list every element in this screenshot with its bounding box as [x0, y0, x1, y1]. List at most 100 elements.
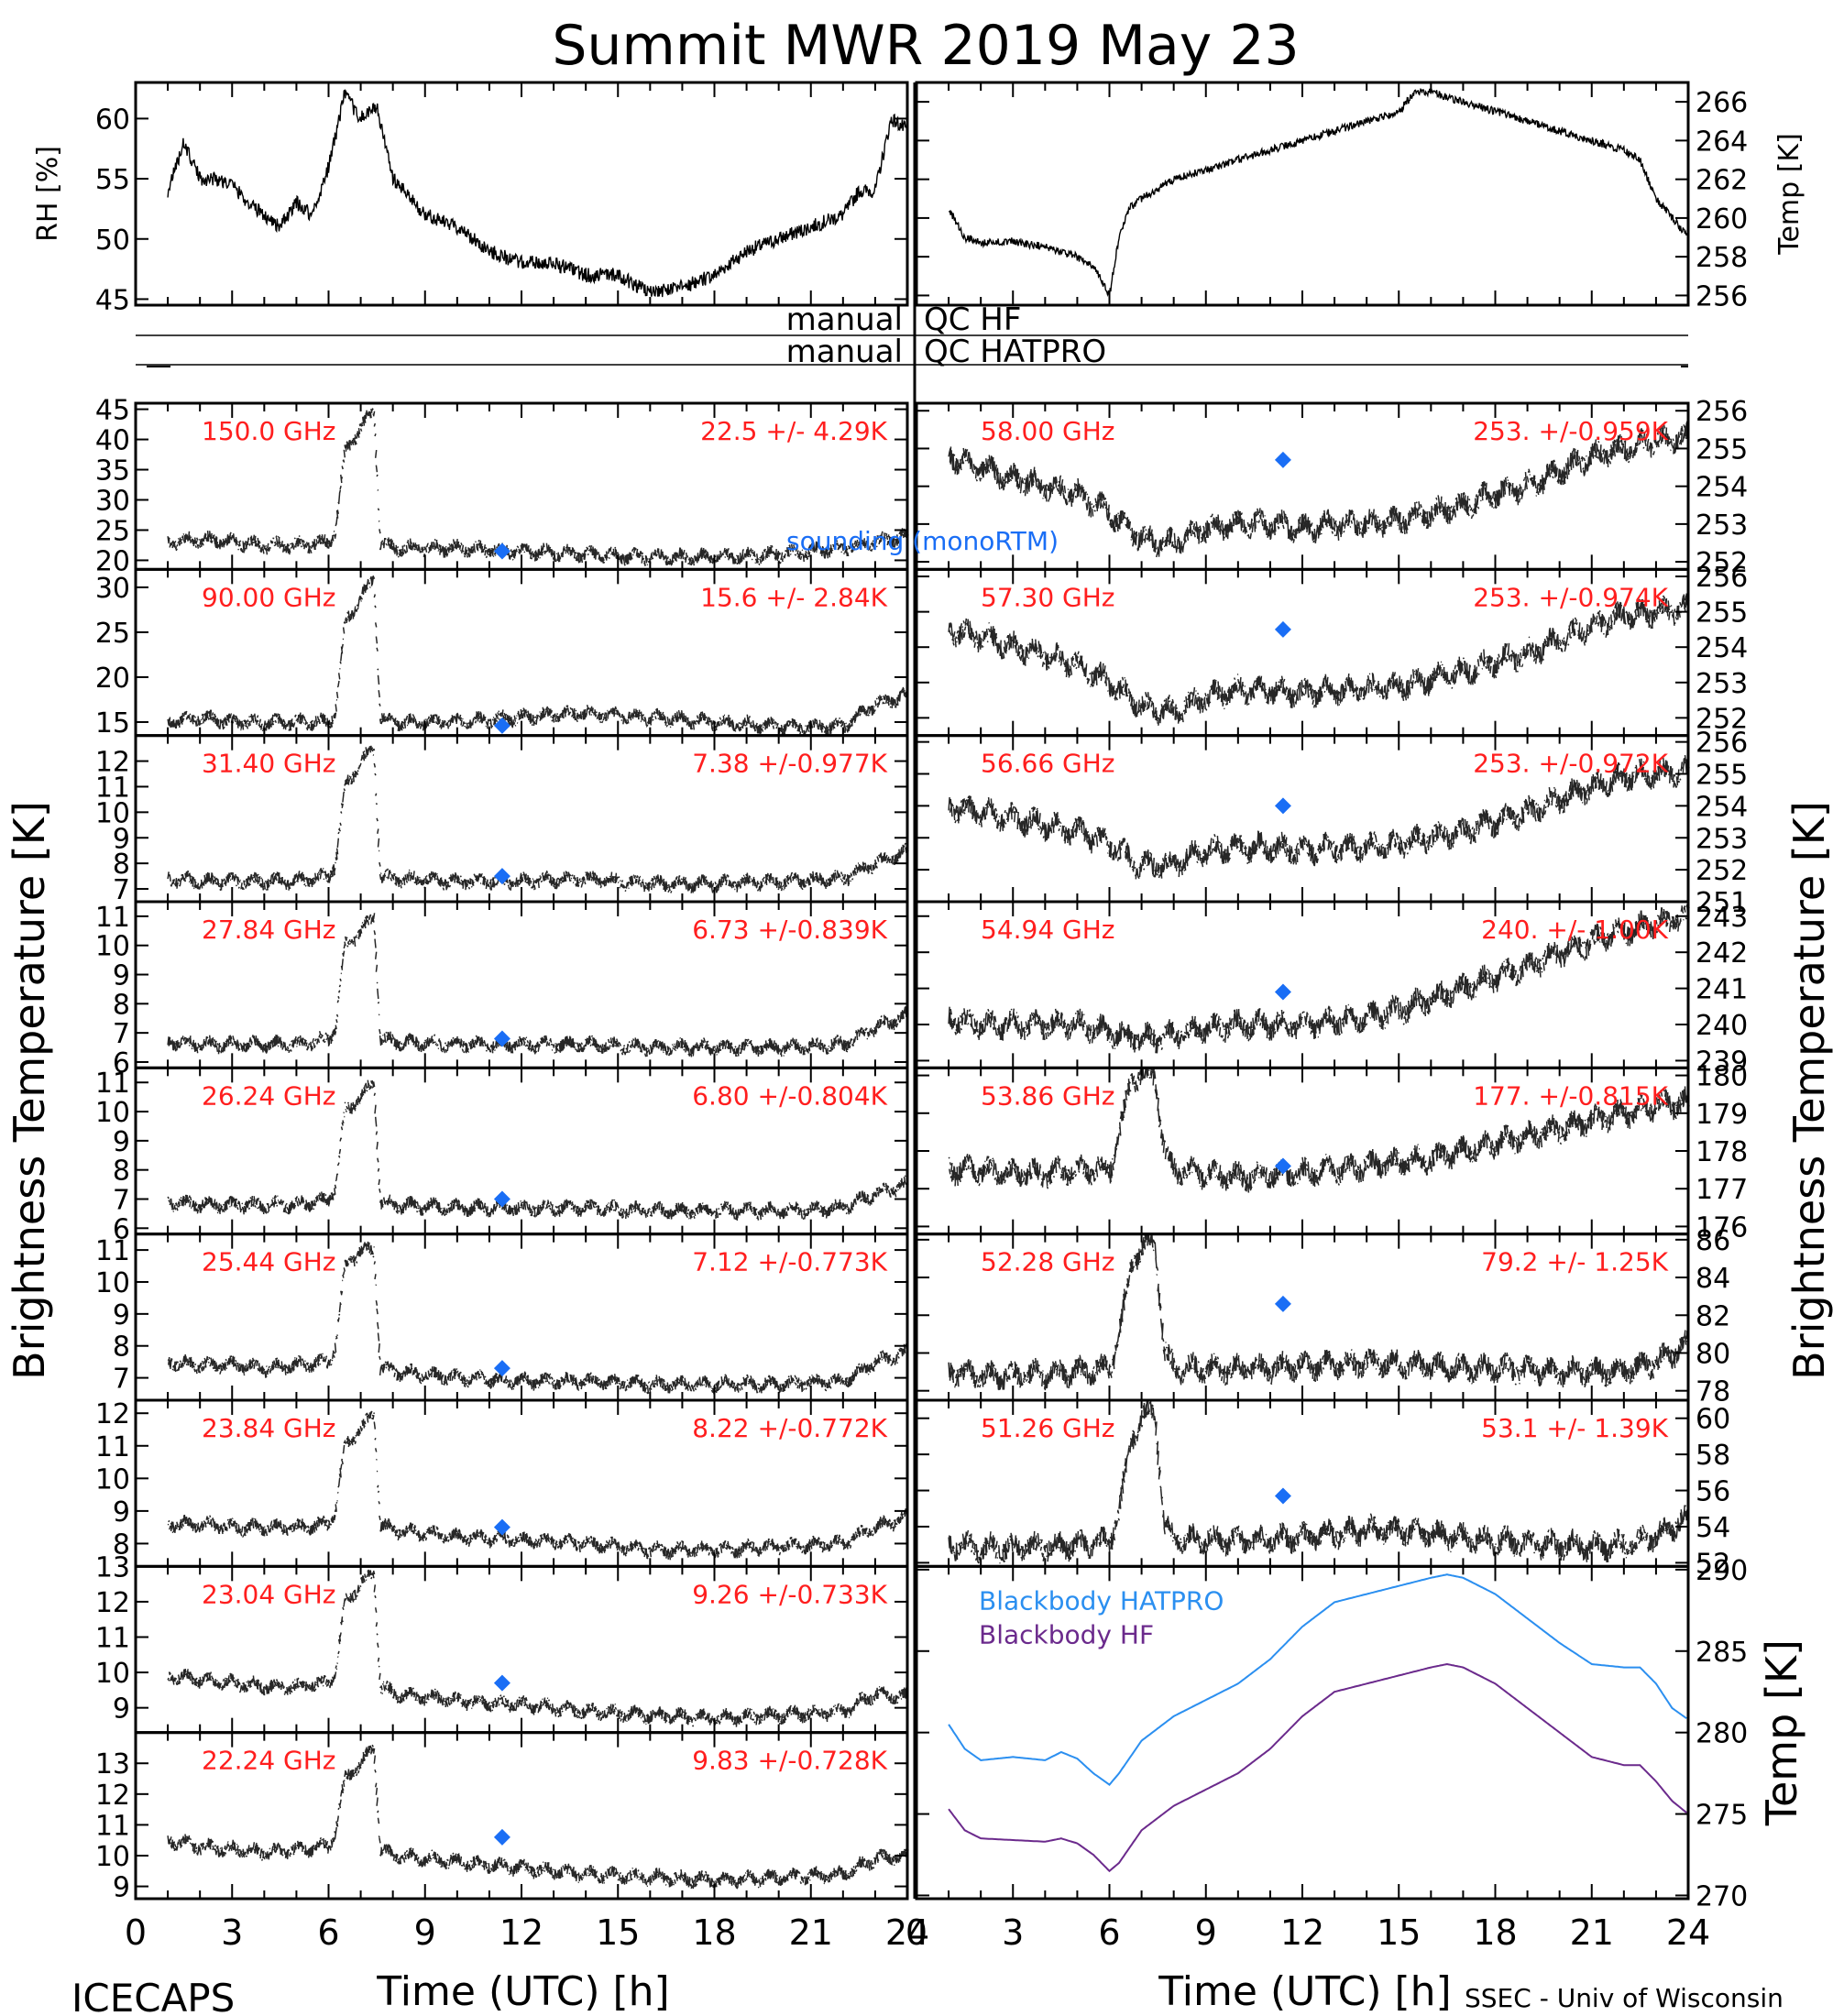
y-tick-label: 255 — [1696, 760, 1748, 792]
frequency-label: 25.44 GHz — [202, 1247, 336, 1277]
y-tick-label: 262 — [1696, 165, 1748, 197]
channel-data — [167, 408, 909, 566]
channel-panel: 252 253 254 255 256 58.00 GHz 253. +/-0.959K — [916, 396, 1748, 579]
y-tick-label: 8 — [113, 989, 130, 1021]
y-tick-label: 10 — [95, 1267, 130, 1299]
qc-label: manual — [786, 334, 903, 370]
temp-line — [949, 87, 1689, 299]
right-xlabel: Time (UTC) [h] — [1158, 1968, 1451, 2015]
channel-frame — [134, 1731, 909, 1901]
y-tick-label: 9 — [113, 1693, 130, 1726]
sounding-marker — [493, 1828, 510, 1846]
y-tick-label: 13 — [95, 1551, 130, 1583]
y-tick-label: 254 — [1696, 791, 1748, 823]
y-tick-label: 52 — [1696, 1548, 1730, 1580]
y-tick-label: 84 — [1696, 1263, 1730, 1295]
y-tick-label: 285 — [1696, 1637, 1748, 1669]
stats-label: 9.83 +/-0.728K — [692, 1746, 887, 1776]
y-tick-label: 78 — [1696, 1376, 1730, 1408]
sounding-marker — [1274, 797, 1291, 815]
frequency-label: 56.66 GHz — [981, 749, 1115, 779]
x-tick-label: 12 — [1280, 1912, 1324, 1953]
x-tick-label: 18 — [1473, 1912, 1517, 1953]
temp-frame — [915, 81, 1690, 307]
x-tick-label: 15 — [596, 1912, 640, 1953]
frequency-label: 150.0 GHz — [202, 416, 336, 446]
blackbody-frame — [915, 1564, 1690, 1901]
x-tick-label: 3 — [221, 1912, 243, 1953]
y-tick-label: 20 — [95, 545, 130, 577]
frequency-label: 31.40 GHz — [202, 749, 336, 779]
y-tick-label: 6 — [113, 1213, 130, 1245]
y-tick-label: 60 — [1696, 1404, 1730, 1436]
y-tick-label: 252 — [1696, 703, 1748, 735]
y-tick-label: 241 — [1696, 974, 1748, 1006]
y-tick-label: 253 — [1696, 668, 1748, 700]
qc-panel: manual QC HF manual QC HATPRO — [136, 301, 1688, 370]
channel-data — [167, 1079, 909, 1221]
stats-label: 22.5 +/- 4.29K — [700, 416, 887, 446]
y-tick-label: 252 — [1696, 547, 1748, 579]
x-tick-label: 0 — [125, 1912, 147, 1953]
stats-label: 53.1 +/- 1.39K — [1481, 1413, 1668, 1443]
y-tick-label: 260 — [1696, 203, 1748, 236]
channel-data — [948, 1067, 1690, 1193]
sounding-marker — [1274, 1295, 1291, 1312]
x-tick-label: 9 — [414, 1912, 436, 1953]
y-tick-label: 11 — [95, 1431, 130, 1463]
left-ylabel: Brightness Temperature [K] — [5, 801, 54, 1380]
channel-data — [948, 1399, 1690, 1564]
frequency-label: 23.84 GHz — [202, 1413, 336, 1443]
x-tick-label: 3 — [1002, 1912, 1024, 1953]
y-tick-label: 25 — [95, 618, 130, 650]
right-ylabel: Brightness Temperature [K] — [1784, 801, 1833, 1380]
y-tick-label: 10 — [95, 1097, 130, 1129]
y-tick-label: 45 — [95, 284, 130, 316]
y-tick-label: 7 — [113, 874, 130, 906]
y-tick-label: 8 — [113, 1528, 130, 1561]
x-tick-label: 6 — [1098, 1912, 1120, 1953]
y-tick-label: 176 — [1696, 1211, 1748, 1244]
x-tick-label: 21 — [789, 1912, 833, 1953]
y-tick-label: 80 — [1696, 1338, 1730, 1370]
y-tick-label: 54 — [1696, 1512, 1730, 1544]
y-tick-label: 254 — [1696, 632, 1748, 664]
channel-data — [167, 913, 909, 1057]
y-tick-label: 253 — [1696, 509, 1748, 542]
channel-panel: 176 177 178 179 180 53.86 GHz 177. +/-0.815K — [916, 1061, 1748, 1244]
sounding-marker — [493, 1190, 510, 1208]
y-tick-label: 290 — [1696, 1555, 1748, 1587]
y-tick-label: 9 — [113, 1496, 130, 1528]
y-tick-label: 9 — [113, 1126, 130, 1158]
x-tick-label: 0 — [906, 1912, 927, 1953]
y-tick-label: 10 — [95, 931, 130, 963]
y-tick-label: 8 — [113, 1156, 130, 1188]
frequency-label: 90.00 GHz — [202, 582, 336, 612]
footer-icecaps: ICECAPS — [71, 1976, 235, 2016]
channel-data — [948, 421, 1690, 558]
channel-data — [167, 1744, 909, 1890]
y-tick-label: 240 — [1696, 1010, 1748, 1042]
y-tick-label: 30 — [95, 573, 130, 605]
sounding-marker — [1274, 1487, 1291, 1505]
y-tick-label: 254 — [1696, 472, 1748, 504]
y-tick-label: 266 — [1696, 87, 1748, 119]
frequency-label: 53.86 GHz — [981, 1080, 1115, 1111]
channel-panel: 15 20 25 30 90.00 GHz 15.6 +/- 2.84K — [95, 569, 909, 740]
x-tick-label: 18 — [692, 1912, 736, 1953]
y-tick-label: 256 — [1696, 562, 1748, 594]
x-tick-label: 15 — [1377, 1912, 1421, 1953]
y-tick-label: 256 — [1696, 396, 1748, 428]
y-tick-label: 35 — [95, 455, 130, 488]
channel-data — [167, 1569, 909, 1727]
sounding-legend: sounding (monoRTM) — [786, 526, 1059, 556]
legend-hf: Blackbody HF — [979, 1619, 1154, 1649]
channel-data — [948, 754, 1690, 880]
frequency-label: 51.26 GHz — [981, 1413, 1115, 1443]
y-tick-label: 82 — [1696, 1300, 1730, 1332]
